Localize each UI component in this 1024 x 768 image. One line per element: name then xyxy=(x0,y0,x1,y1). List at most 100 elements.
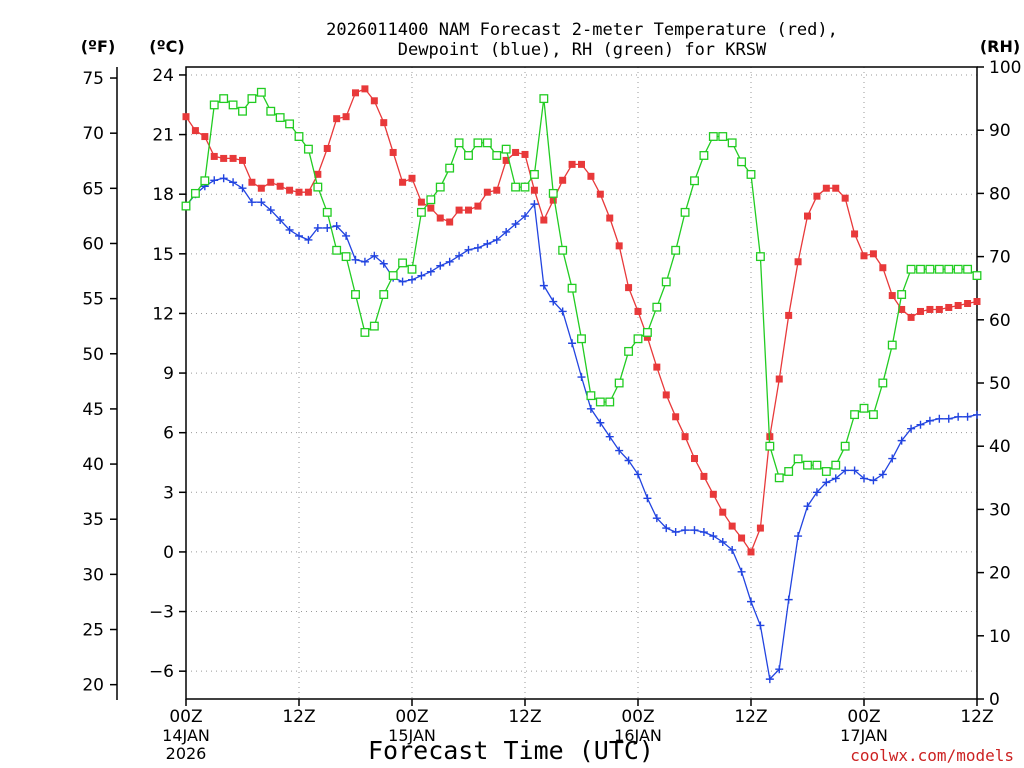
tick-label-date: 17JAN xyxy=(840,726,888,745)
dewpoint-point xyxy=(436,261,445,270)
dewpoint-point xyxy=(285,225,294,234)
dewpoint-point xyxy=(313,223,322,232)
tick-label-rh: 20 xyxy=(989,564,1011,584)
temperature-point xyxy=(229,154,237,162)
dewpoint-point xyxy=(426,267,435,276)
dewpoint-point xyxy=(709,532,718,541)
temperature-point xyxy=(267,178,275,186)
rh-point xyxy=(850,410,860,420)
temperature-point xyxy=(785,311,793,319)
temperature-point xyxy=(182,113,190,121)
dewpoint-point xyxy=(699,528,708,537)
dewpoint-point xyxy=(803,502,812,511)
rh-point xyxy=(501,144,511,154)
tick-label-f: 35 xyxy=(82,510,104,530)
dewpoint-point xyxy=(342,231,351,240)
dewpoint-point xyxy=(652,514,661,523)
temperature-point xyxy=(926,305,934,313)
temperature-point xyxy=(295,188,303,196)
rh-point xyxy=(266,106,276,116)
rh-point xyxy=(765,441,775,451)
grid-lines xyxy=(186,67,977,699)
rh-point xyxy=(388,271,398,281)
temperature-point xyxy=(973,298,981,306)
dewpoint-point xyxy=(624,456,633,465)
dewpoint-point xyxy=(756,621,765,630)
dewpoint-point xyxy=(765,675,774,684)
rh-point xyxy=(492,151,502,160)
rh-point xyxy=(219,94,229,104)
temperature-point xyxy=(286,186,294,194)
temperature-point xyxy=(342,113,350,121)
dewpoint-point xyxy=(229,178,238,187)
dewpoint-point xyxy=(257,198,266,207)
chart-title-line-2: Dewpoint (blue), RH (green) for KRSW xyxy=(398,40,767,60)
temperature-point xyxy=(493,186,501,194)
rh-point xyxy=(247,94,257,104)
dewpoint-point xyxy=(963,412,972,421)
tick-label-rh: 50 xyxy=(989,374,1011,394)
rh-point xyxy=(755,252,765,262)
rh-point xyxy=(944,264,954,274)
tick-label-rh: 0 xyxy=(989,690,1000,710)
tick-label-date: 15JAN xyxy=(388,726,436,745)
rh-point xyxy=(416,207,426,217)
rh-point xyxy=(529,169,539,179)
temperature-point xyxy=(813,192,821,200)
temperature-point xyxy=(917,307,924,315)
tick-label-x: 12Z xyxy=(960,707,993,727)
rh-point xyxy=(209,100,219,110)
temperature-point xyxy=(512,148,520,156)
dewpoint-point xyxy=(860,474,868,483)
temperature-point xyxy=(643,333,651,341)
rh-point xyxy=(878,378,888,388)
tick-label-f: 30 xyxy=(82,565,104,585)
temperature-point xyxy=(220,154,228,162)
tick-label-c: −3 xyxy=(149,603,174,623)
dewpoint-point xyxy=(747,597,755,606)
dewpoint-point xyxy=(530,200,539,209)
temperature-point xyxy=(935,305,943,313)
dewpoint-point xyxy=(605,432,614,441)
tick-label-rh: 60 xyxy=(989,311,1011,331)
temperature-point xyxy=(615,242,623,250)
rh-point xyxy=(360,327,370,337)
tick-label-rh: 90 xyxy=(989,121,1011,141)
dewpoint-point xyxy=(351,255,360,264)
dewpoint-point xyxy=(332,221,341,230)
temperature-point xyxy=(804,212,811,220)
temperature-point xyxy=(700,472,708,480)
temperature-point xyxy=(775,375,783,383)
tick-label-rh: 10 xyxy=(989,627,1011,647)
dewpoint-point xyxy=(662,524,671,533)
dewpoint-point xyxy=(643,494,652,503)
temperature-point xyxy=(794,258,802,266)
temperature-point xyxy=(879,264,887,272)
dewpoint-point xyxy=(483,239,492,248)
rh-point xyxy=(200,176,210,186)
tick-label-x: 00Z xyxy=(847,707,880,727)
temperature-point xyxy=(625,284,633,292)
rh-point xyxy=(680,207,690,217)
dewpoint-point xyxy=(897,436,906,445)
tick-label-f: 55 xyxy=(82,290,104,310)
temperature-point xyxy=(399,178,407,186)
rh-point xyxy=(332,245,342,255)
dewpoint-point xyxy=(502,227,511,236)
temperature-point xyxy=(738,534,746,542)
rh-point xyxy=(369,321,379,331)
tick-label-f: 50 xyxy=(82,345,104,365)
tick-label-rh: 70 xyxy=(989,248,1011,268)
dewpoint-point xyxy=(455,251,464,260)
tick-label-rh: 30 xyxy=(989,500,1011,520)
dewpoint-point xyxy=(370,251,379,260)
rh-point xyxy=(718,132,728,141)
dewpoint-point xyxy=(568,339,577,348)
dewpoint-point xyxy=(247,198,256,207)
dewpoint-point xyxy=(935,414,944,423)
temperature-point xyxy=(248,178,256,186)
temperature-point xyxy=(578,160,585,168)
rh-point xyxy=(322,207,332,217)
temperature-point xyxy=(474,202,482,210)
temperature-line xyxy=(185,88,978,554)
